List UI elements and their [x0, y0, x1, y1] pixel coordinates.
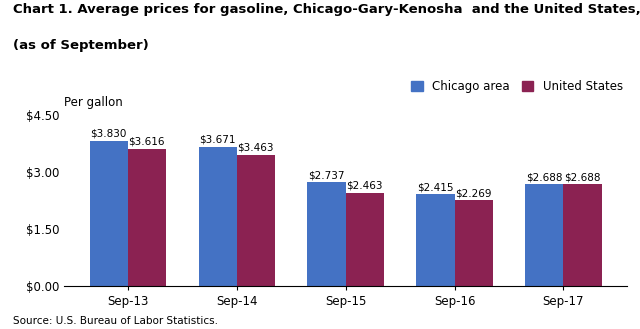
Text: $3.463: $3.463	[237, 143, 274, 153]
Text: (as of September): (as of September)	[13, 39, 148, 53]
Text: $2.688: $2.688	[526, 172, 563, 182]
Text: Chart 1. Average prices for gasoline, Chicago-Gary-Kenosha  and the United State: Chart 1. Average prices for gasoline, Ch…	[13, 3, 640, 16]
Bar	[346, 192, 384, 286]
Bar	[198, 147, 237, 286]
Bar	[454, 200, 493, 286]
Text: $3.671: $3.671	[199, 135, 236, 145]
Bar	[128, 149, 166, 286]
Bar	[90, 140, 128, 286]
Text: Source: U.S. Bureau of Labor Statistics.: Source: U.S. Bureau of Labor Statistics.	[13, 316, 218, 326]
Text: $3.616: $3.616	[129, 137, 165, 147]
Text: $2.737: $2.737	[308, 170, 345, 180]
Text: Per gallon: Per gallon	[64, 95, 123, 109]
Bar	[237, 155, 275, 286]
Bar	[563, 184, 602, 286]
Bar	[525, 184, 563, 286]
Legend: Chicago area, United States: Chicago area, United States	[406, 75, 628, 97]
Text: $3.830: $3.830	[90, 129, 127, 139]
Text: $2.269: $2.269	[455, 188, 492, 198]
Bar	[417, 194, 454, 286]
Bar	[307, 182, 346, 286]
Text: $2.415: $2.415	[417, 183, 454, 192]
Text: $2.463: $2.463	[346, 181, 383, 191]
Text: $2.688: $2.688	[564, 172, 601, 182]
